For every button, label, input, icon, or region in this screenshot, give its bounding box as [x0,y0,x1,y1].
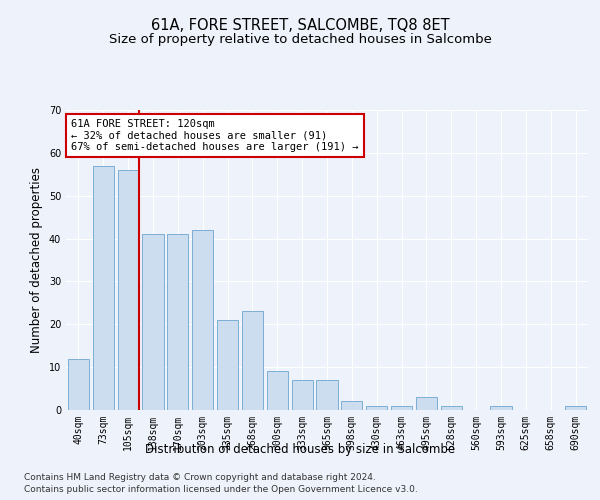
Bar [441,406,462,410]
Bar [416,397,437,410]
Bar [93,166,114,410]
Bar [192,230,213,410]
Bar [292,380,313,410]
Text: Contains public sector information licensed under the Open Government Licence v3: Contains public sector information licen… [24,485,418,494]
Text: 61A, FORE STREET, SALCOMBE, TQ8 8ET: 61A, FORE STREET, SALCOMBE, TQ8 8ET [151,18,449,32]
Bar [565,406,586,410]
Y-axis label: Number of detached properties: Number of detached properties [30,167,43,353]
Bar [316,380,338,410]
Bar [391,406,412,410]
Bar [490,406,512,410]
Text: Distribution of detached houses by size in Salcombe: Distribution of detached houses by size … [145,442,455,456]
Bar [217,320,238,410]
Bar [142,234,164,410]
Bar [267,372,288,410]
Text: Contains HM Land Registry data © Crown copyright and database right 2024.: Contains HM Land Registry data © Crown c… [24,472,376,482]
Bar [242,312,263,410]
Bar [68,358,89,410]
Bar [167,234,188,410]
Bar [341,402,362,410]
Text: Size of property relative to detached houses in Salcombe: Size of property relative to detached ho… [109,32,491,46]
Bar [366,406,387,410]
Text: 61A FORE STREET: 120sqm
← 32% of detached houses are smaller (91)
67% of semi-de: 61A FORE STREET: 120sqm ← 32% of detache… [71,119,359,152]
Bar [118,170,139,410]
